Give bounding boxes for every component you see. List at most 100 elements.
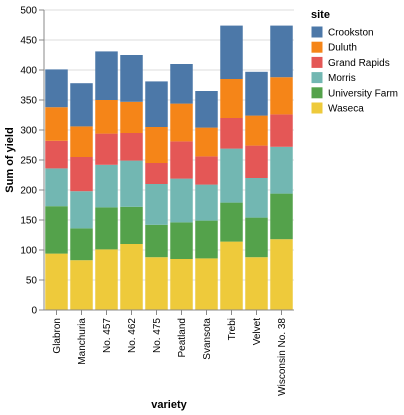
legend-swatch [311, 87, 323, 99]
bar-segment [220, 241, 243, 310]
bar-segment [145, 184, 168, 225]
bar-segment [45, 140, 68, 169]
y-tick-label: 0 [31, 306, 37, 317]
bar-segment [95, 207, 118, 250]
bar-segment [45, 253, 68, 310]
bar-segment [45, 168, 68, 207]
legend-label: Grand Rapids [328, 58, 390, 69]
bar-segment [145, 224, 168, 258]
bar-segment [120, 55, 143, 102]
bar-segment [45, 107, 68, 141]
bar-segment [70, 83, 93, 127]
y-tick-label: 250 [20, 156, 37, 167]
bar-segment [220, 118, 243, 149]
bar-segment [220, 79, 243, 118]
bar-segment [120, 206, 143, 244]
bar-segment [170, 222, 193, 259]
legend-label: Waseca [328, 104, 364, 115]
bar-segment [95, 51, 118, 100]
x-tick-label: No. 462 [127, 318, 138, 353]
y-tick-label: 350 [20, 96, 37, 107]
legend-swatch [311, 26, 323, 38]
legend-swatch [311, 102, 323, 114]
x-tick-label: Trebi [227, 318, 238, 340]
x-axis: Glabron Manchuria No. 457 No. 462 No. 475 Pea… [44, 309, 294, 396]
y-tick-label: 450 [20, 36, 37, 47]
bar-segment [70, 126, 93, 157]
bar-segment [245, 71, 268, 116]
bar-segment [195, 184, 218, 221]
bar-segment [170, 178, 193, 223]
bar-segment [70, 157, 93, 192]
bar-segment [70, 191, 93, 229]
bar-segment [245, 257, 268, 310]
legend-label: University Farm [328, 88, 398, 99]
legend-swatch [311, 56, 323, 68]
bar-segment [270, 239, 293, 310]
bar-segment [270, 114, 293, 147]
x-tick-label: Velvet [252, 318, 263, 345]
legend-title: site [311, 9, 330, 21]
legend-label: Morris [328, 73, 356, 84]
legend-swatch [311, 41, 323, 53]
bar-segment [170, 141, 193, 179]
bar-segment [245, 145, 268, 178]
bar-segment [195, 156, 218, 185]
bar-segment [70, 260, 93, 310]
y-axis: 0 50 100 150 200 250 300 350 400 450 500 [20, 6, 45, 317]
legend-swatch [311, 72, 323, 84]
bar-segment [95, 164, 118, 208]
x-tick-label: Peatland [177, 318, 188, 357]
bar-segment [70, 228, 93, 261]
bar-segment [195, 127, 218, 157]
bar-segment [145, 81, 168, 127]
bar-segment [120, 133, 143, 161]
legend-label: Duluth [328, 43, 357, 54]
bar-segment [170, 103, 193, 142]
bar-segment [95, 100, 118, 134]
bar-segment [45, 69, 68, 108]
y-tick-label: 50 [26, 276, 38, 287]
bar-segment [220, 202, 243, 242]
y-tick-label: 100 [20, 246, 37, 257]
bar-segment [270, 146, 293, 194]
bar-segment [95, 249, 118, 310]
bars [45, 25, 293, 310]
bar-segment [270, 193, 293, 240]
y-axis-title: Sum of yield [4, 127, 16, 192]
bar-segment [145, 163, 168, 184]
bar-segment [195, 258, 218, 310]
bar-segment [95, 133, 118, 165]
bar-segment [245, 178, 268, 218]
bar-segment [145, 127, 168, 163]
bar-segment [220, 25, 243, 80]
x-tick-label: Glabron [52, 318, 63, 354]
bar-segment [45, 206, 68, 254]
bar-segment [195, 91, 218, 128]
bar-segment [170, 259, 193, 310]
bar-segment [245, 217, 268, 258]
y-tick-label: 150 [20, 216, 37, 227]
bar-segment [170, 64, 193, 104]
x-tick-label: No. 475 [152, 318, 163, 353]
x-axis-title: variety [151, 399, 187, 411]
bar-segment [120, 160, 143, 207]
y-tick-label: 500 [20, 6, 37, 17]
bar-segment [220, 148, 243, 203]
bar-segment [270, 77, 293, 115]
bar-segment [145, 257, 168, 310]
x-tick-label: Svansota [202, 318, 213, 360]
y-tick-label: 300 [20, 126, 37, 137]
bar-segment [120, 244, 143, 310]
x-tick-label: Wisconsin No. 38 [277, 318, 288, 396]
bar-segment [120, 101, 143, 133]
y-tick-label: 200 [20, 186, 37, 197]
bar-segment [195, 220, 218, 259]
x-tick-label: No. 457 [102, 318, 113, 353]
legend: site Crookston Duluth Grand Rapids Morris Un… [311, 9, 398, 115]
y-tick-label: 400 [20, 66, 37, 77]
x-tick-label: Manchuria [77, 318, 88, 365]
bar-segment [270, 25, 293, 78]
legend-label: Crookston [328, 28, 374, 39]
